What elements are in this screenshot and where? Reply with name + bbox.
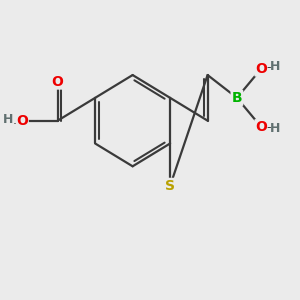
Text: H: H	[270, 122, 280, 135]
Text: O: O	[255, 61, 267, 76]
Text: O: O	[52, 75, 64, 88]
Text: -: -	[266, 61, 271, 74]
Text: H: H	[270, 60, 280, 74]
Text: S: S	[165, 179, 175, 193]
Text: B: B	[232, 91, 242, 105]
Text: H: H	[3, 112, 13, 125]
Text: O: O	[16, 114, 28, 128]
Text: O: O	[255, 120, 267, 134]
Text: .: .	[13, 113, 16, 127]
Text: -: -	[266, 121, 271, 134]
